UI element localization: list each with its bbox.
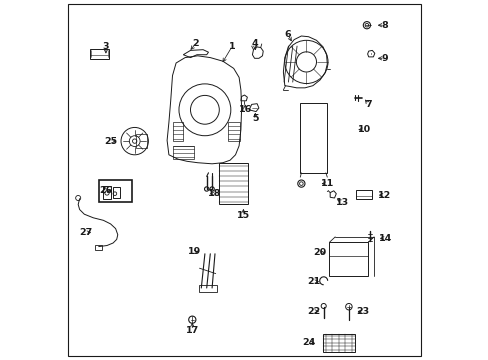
- Bar: [300, 103, 326, 173]
- Text: 15: 15: [236, 211, 249, 220]
- Bar: [89, 49, 109, 59]
- Bar: [95, 245, 102, 250]
- Text: 16: 16: [238, 105, 251, 114]
- Text: 5: 5: [251, 114, 258, 123]
- Text: 2: 2: [192, 39, 199, 48]
- Text: 19: 19: [187, 248, 200, 256]
- Text: 4: 4: [251, 39, 258, 48]
- Text: 11: 11: [320, 179, 333, 188]
- Text: 12: 12: [378, 191, 391, 199]
- Bar: [136, 134, 147, 148]
- Text: 23: 23: [355, 307, 368, 316]
- Text: 27: 27: [79, 228, 92, 237]
- Text: 26: 26: [99, 186, 112, 195]
- Bar: [113, 187, 120, 198]
- Bar: [355, 190, 371, 199]
- Text: 25: 25: [104, 136, 117, 145]
- Text: 7: 7: [365, 100, 371, 109]
- Text: 17: 17: [185, 326, 199, 335]
- Bar: [322, 334, 355, 352]
- Bar: [99, 180, 132, 202]
- Text: 13: 13: [335, 198, 348, 207]
- Text: 6: 6: [284, 30, 290, 39]
- Text: 9: 9: [381, 54, 387, 63]
- Text: 1: 1: [228, 42, 235, 51]
- Text: 14: 14: [379, 234, 392, 243]
- Text: 21: 21: [307, 277, 320, 286]
- Text: 8: 8: [381, 21, 387, 30]
- Text: 20: 20: [313, 248, 326, 257]
- Text: 22: 22: [307, 307, 320, 316]
- Bar: [199, 285, 216, 292]
- Bar: [103, 186, 111, 199]
- Bar: [329, 242, 367, 276]
- Text: 3: 3: [102, 42, 109, 51]
- Text: 18: 18: [208, 189, 221, 198]
- Text: 24: 24: [302, 338, 315, 347]
- Bar: [219, 163, 247, 204]
- Text: 10: 10: [357, 125, 370, 134]
